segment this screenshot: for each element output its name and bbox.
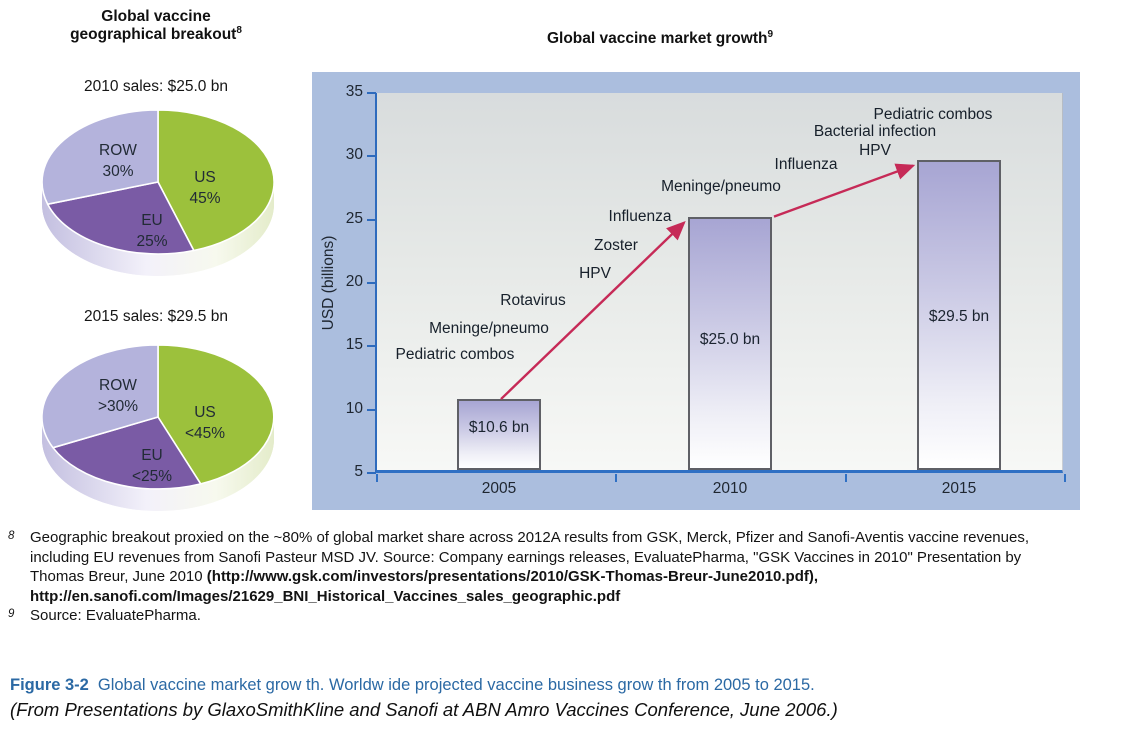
annotation-label: Influenza: [774, 156, 838, 173]
x-axis-minor-tick: [376, 474, 378, 482]
footnote-ref-9: 9: [767, 28, 774, 40]
bar-2015: $29.5 bn: [917, 159, 1001, 470]
y-tick-label-20: 20: [345, 273, 363, 290]
figure-caption-text: Global vaccine market grow th. Worldw id…: [97, 676, 815, 694]
figure-caption-source: (From Presentations by GlaxoSmithKline a…: [10, 699, 838, 720]
bar-value-label: $25.0 bn: [699, 331, 761, 348]
pie-label-us: US <45%: [185, 404, 225, 442]
footnote-ref-8: 8: [236, 24, 242, 36]
y-tick-mark: [367, 408, 376, 411]
annotation-label: Pediatric combos: [873, 106, 993, 123]
bar-chart-panel: USD (billions) $10.6 bn $25.0 bn $29.5 bn P…: [312, 72, 1080, 510]
footnote-9: 9 Source: EvaluatePharma.: [8, 606, 1116, 626]
footnotes: 8 Geographic breakout proxied on the ~80%…: [8, 528, 1116, 626]
y-tick-label-5: 5: [354, 463, 363, 480]
footnote-marker: 9: [8, 608, 15, 620]
pie-2010-subtitle: 2010 sales: $25.0 bn: [84, 78, 228, 95]
pie-slice-us: [157, 109, 275, 252]
y-tick-mark: [367, 92, 376, 94]
bar-2010: $25.0 bn: [688, 216, 772, 470]
x-axis-minor-tick: [614, 474, 617, 482]
pie-slice-row: [41, 109, 159, 205]
pie-rim: [42, 417, 274, 511]
pie-label-eu: EU <25%: [132, 447, 172, 485]
bar-2005: $10.6 bn: [457, 399, 541, 470]
annotation-label: Zoster: [594, 237, 638, 254]
annotation-label: HPV: [579, 265, 611, 282]
y-tick-label-25: 25: [345, 209, 363, 227]
y-tick-mark: [367, 155, 376, 158]
footnote-text: Geographic breakout proxied on the ~80% …: [30, 529, 1029, 605]
y-tick-label-35: 35: [345, 83, 363, 100]
pie-label-us: US 45%: [189, 169, 220, 207]
bar-value-label: $10.6 bn: [468, 419, 530, 436]
y-tick-mark: [367, 282, 376, 284]
pie-chart-2015: US <45% EU <25% ROW >30%: [41, 344, 275, 511]
pie-section-title-line1: Global vaccine: [101, 8, 211, 25]
x-tick-label-2015: 2015: [941, 480, 977, 497]
figure-caption: Figure 3-2 Global vaccine market grow th.…: [10, 676, 815, 695]
pie-slice-row: [41, 344, 159, 449]
pie-label-eu: EU 25%: [136, 212, 167, 250]
annotation-label: Influenza: [608, 208, 672, 225]
x-axis-minor-tick: [844, 474, 847, 482]
annotation-label: Pediatric combos: [395, 346, 515, 363]
figure-caption-label: Figure 3-2: [10, 676, 89, 694]
annotation-label: Meninge/pneumo: [661, 178, 781, 195]
pie-slice-eu: [46, 181, 195, 255]
pie-section-title-line2: geographical breakout: [70, 26, 237, 43]
pie-rim: [42, 182, 274, 276]
annotation-label: HPV: [859, 142, 891, 159]
y-tick-mark: [367, 218, 376, 221]
annotation-label: Bacterial infection: [813, 123, 937, 140]
pie-label-row: ROW 30%: [99, 142, 137, 180]
x-tick-label-2005: 2005: [481, 480, 517, 497]
y-tick-mark: [367, 472, 376, 474]
pie-2015-subtitle: 2015 sales: $29.5 bn: [84, 308, 228, 325]
annotation-label: Meninge/pneumo: [429, 320, 549, 337]
bar-chart-title: Global vaccine market growth9: [312, 28, 1008, 48]
pie-chart-2010: US 45% EU 25% ROW 30%: [41, 109, 275, 276]
pie-slice-eu: [52, 416, 202, 490]
bar-value-label: $29.5 bn: [928, 308, 990, 325]
footnote-text: Source: EvaluatePharma.: [30, 607, 201, 624]
x-tick-label-2010: 2010: [712, 480, 748, 497]
y-tick-label-30: 30: [345, 146, 363, 164]
x-axis-minor-tick: [1064, 474, 1066, 482]
y-tick-label-10: 10: [345, 399, 363, 417]
pie-slice-us: [157, 344, 275, 485]
bar-chart-title-text: Global vaccine market growth: [546, 30, 768, 47]
bar-plot-area: $10.6 bn $25.0 bn $29.5 bn Pediatric combos…: [346, 83, 1066, 497]
pie-label-row: ROW >30%: [98, 377, 138, 415]
footnote-marker: 8: [8, 530, 15, 542]
y-tick-mark: [367, 345, 376, 348]
footnote-8: 8 Geographic breakout proxied on the ~80%…: [8, 528, 1116, 606]
pie-section-title: Global vaccine geographical breakout8: [0, 8, 312, 44]
annotation-label: Rotavirus: [500, 292, 566, 309]
y-tick-label-15: 15: [345, 336, 363, 354]
